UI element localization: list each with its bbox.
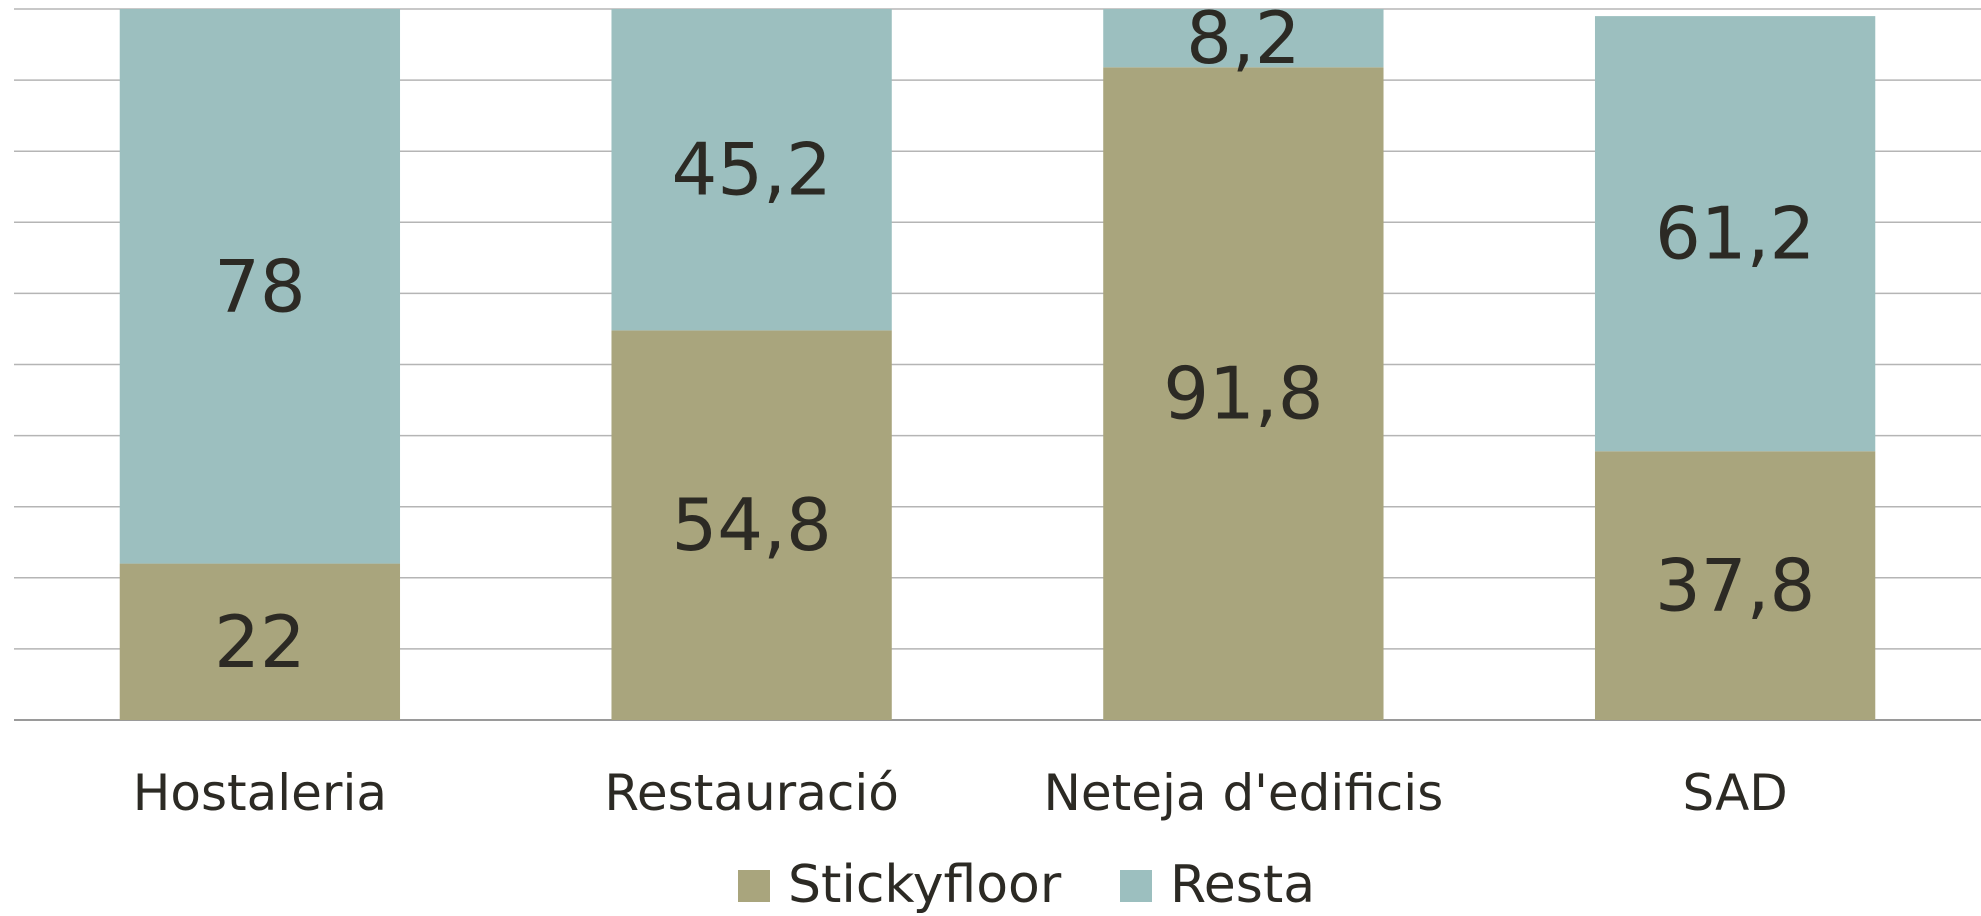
legend: Stickyfloor Resta xyxy=(738,855,1315,915)
legend-swatch-stickyfloor xyxy=(738,870,770,902)
x-tick-label: Neteja d'edificis xyxy=(1043,764,1443,822)
data-label: 91,8 xyxy=(1163,352,1323,436)
data-label: 54,8 xyxy=(671,483,831,567)
bar-segment-resta-3 xyxy=(1103,9,1384,68)
bar-segment-resta-4 xyxy=(1594,16,1876,452)
data-label: 37,8 xyxy=(1655,544,1815,628)
legend-label-stickyfloor: Stickyfloor xyxy=(788,855,1062,915)
bar-segment-stickyfloor-2 xyxy=(611,330,892,720)
bar-stacks: 22 78 54,8 45,2 91,8 8,2 37,8 61,2 xyxy=(119,0,1876,720)
x-axis-labels: Hostaleria Restauració Neteja d'edificis SA… xyxy=(133,764,1788,822)
bar-segment-stickyfloor-4 xyxy=(1594,451,1876,720)
bar-segment-resta-2 xyxy=(611,9,892,331)
bar-segment-stickyfloor-1 xyxy=(119,563,401,720)
data-label: 61,2 xyxy=(1655,192,1815,276)
data-label: 78 xyxy=(214,244,306,328)
x-tick-label: Hostaleria xyxy=(133,764,387,822)
bar-segment-stickyfloor-3 xyxy=(1103,67,1384,720)
data-label: 8,2 xyxy=(1186,0,1301,80)
data-label: 22 xyxy=(214,600,306,684)
x-tick-label: SAD xyxy=(1682,764,1787,822)
bar-segment-resta-1 xyxy=(119,9,401,564)
legend-label-resta: Resta xyxy=(1170,855,1315,915)
x-tick-label: Restauració xyxy=(604,764,898,822)
legend-swatch-resta xyxy=(1120,870,1152,902)
data-label: 45,2 xyxy=(671,128,831,212)
